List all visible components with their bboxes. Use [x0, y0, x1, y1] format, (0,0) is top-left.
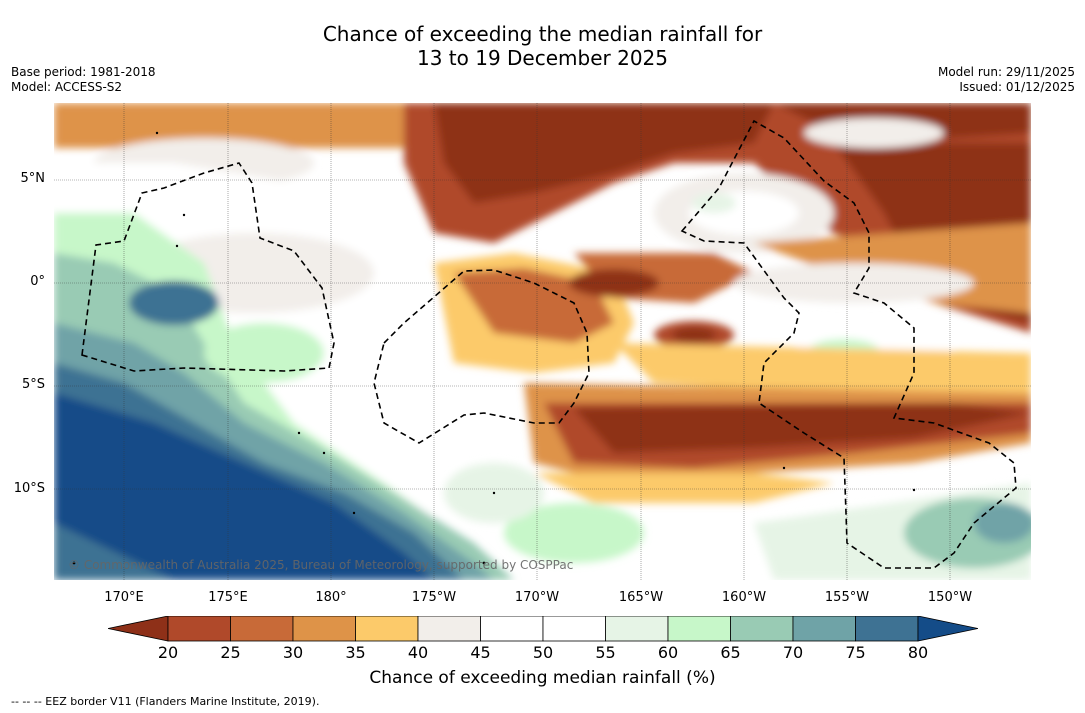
- colorbar-tick-label: 55: [595, 643, 616, 662]
- model-name: Model: ACCESS-S2: [11, 80, 123, 94]
- colorbar-segment: [230, 616, 294, 642]
- colorbar-segment: [292, 616, 356, 642]
- colorbar-tick-label: 35: [345, 643, 366, 662]
- title-line-2: 13 to 19 December 2025: [416, 46, 668, 70]
- lat-label-5s: 5°S: [21, 377, 45, 392]
- run-info: Model run: 29/11/2025 Issued: 01/12/2025: [938, 65, 1075, 95]
- lon-label-175e: 175°E: [208, 590, 248, 605]
- colorbar-segment: [355, 616, 419, 642]
- title-line-1: Chance of exceeding the median rainfall …: [322, 22, 763, 46]
- colorbar-tick-label: 25: [220, 643, 241, 662]
- lat-label-5n: 5°N: [20, 171, 46, 186]
- colorbar-tick-label: 45: [470, 643, 491, 662]
- copyright-notice: © Commonwealth of Australia 2025, Bureau…: [68, 558, 574, 572]
- lon-label-165w: 165°W: [618, 590, 664, 605]
- lon-label-170e: 170°E: [104, 590, 144, 605]
- islands: [72, 131, 916, 565]
- colorbar-tick-label: 80: [907, 643, 929, 662]
- colorbar-segment: [855, 616, 919, 642]
- lat-label-0: 0°: [30, 274, 45, 289]
- colorbar-tick-label: 75: [845, 643, 866, 662]
- colorbar-tick-label: 50: [532, 643, 554, 662]
- colorbar-segment: [167, 616, 231, 642]
- colorbar-segment: [542, 616, 606, 642]
- colorbar: [108, 616, 978, 642]
- colorbar-segment: [792, 616, 856, 642]
- colorbar-tick-label: 65: [720, 643, 741, 662]
- colorbar-arrow-high: [917, 616, 978, 642]
- map-svg: [54, 103, 1031, 580]
- issued-date: Issued: 01/12/2025: [959, 80, 1075, 94]
- rainfall-map: [54, 103, 1031, 580]
- lon-label-175w: 175°W: [411, 590, 457, 605]
- eez-borders: [81, 119, 1017, 569]
- colorbar-segment: [417, 616, 481, 642]
- lon-label-170w: 170°W: [514, 590, 560, 605]
- colorbar-tick-label: 40: [407, 643, 429, 662]
- colorbar-tick-label: 70: [782, 643, 804, 662]
- model-run-date: Model run: 29/11/2025: [937, 65, 1075, 79]
- lon-label-150w: 150°W: [927, 590, 973, 605]
- lat-label-10s: 10°S: [13, 481, 45, 496]
- lon-label-160w: 160°W: [721, 590, 767, 605]
- colorbar-title: Chance of exceeding median rainfall (%): [369, 668, 716, 688]
- colorbar-tick-label: 30: [282, 643, 304, 662]
- colorbar-segment: [480, 616, 544, 642]
- colorbar-tick-label: 20: [157, 643, 179, 662]
- lon-label-180: 180°: [315, 590, 347, 605]
- eez-footnote: -- -- -- EEZ border V11 (Flanders Marine…: [11, 695, 320, 708]
- model-info: Base period: 1981-2018 Model: ACCESS-S2: [11, 65, 156, 95]
- colorbar-segment: [667, 616, 731, 642]
- colorbar-arrow-low: [108, 616, 169, 642]
- map-title: Chance of exceeding the median rainfall …: [0, 22, 1085, 70]
- graticule: [54, 103, 1031, 580]
- lon-label-155w: 155°W: [824, 590, 870, 605]
- colorbar-segment: [730, 616, 794, 642]
- base-period: Base period: 1981-2018: [11, 65, 156, 79]
- colorbar-segment: [605, 616, 669, 642]
- colorbar-tick-label: 60: [657, 643, 679, 662]
